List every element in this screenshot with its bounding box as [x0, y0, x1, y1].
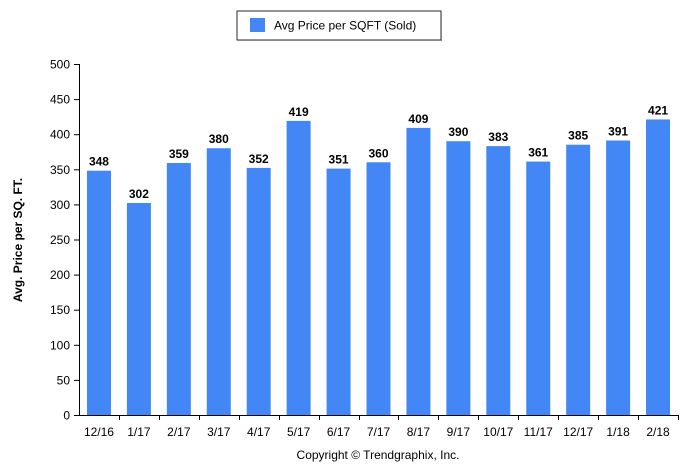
x-tick-label: 2/18	[646, 425, 670, 439]
bar	[606, 140, 631, 415]
bar-value-label: 348	[89, 155, 109, 169]
bar-value-label: 380	[209, 132, 229, 146]
bar-value-label: 409	[408, 112, 428, 126]
y-tick-label: 50	[57, 373, 71, 387]
x-tick-label: 1/18	[606, 425, 630, 439]
x-tick-label: 10/17	[483, 425, 513, 439]
bar	[206, 148, 231, 416]
y-tick-label: 300	[50, 198, 70, 212]
bar	[246, 167, 271, 415]
y-ticks: 0 50 100 150 200 250 300 350 400 450 500	[50, 58, 79, 423]
legend-box	[236, 10, 442, 41]
bar	[446, 141, 471, 415]
bar-value-label: 352	[249, 152, 269, 166]
y-axis-label: Avg. Price per SQ. FT.	[11, 178, 25, 302]
y-tick-label: 0	[63, 409, 70, 423]
x-tick-label: 8/17	[407, 425, 431, 439]
y-tick-label: 400	[50, 128, 70, 142]
y-tick-label: 500	[50, 58, 70, 72]
bar-value-label: 383	[488, 130, 508, 144]
y-tick-label: 350	[50, 163, 70, 177]
legend-label: Avg Price per SQFT (Sold)	[274, 19, 416, 33]
y-tick-label: 200	[50, 268, 70, 282]
bar-value-label: 391	[608, 125, 628, 139]
x-tick-label: 7/17	[367, 425, 391, 439]
x-tick-label: 2/17	[167, 425, 191, 439]
x-tick-label: 1/17	[127, 425, 151, 439]
bar-value-label: 419	[289, 105, 309, 119]
legend: Avg Price per SQFT (Sold)	[236, 10, 442, 41]
bar-value-label: 360	[368, 146, 388, 160]
bar-value-label: 385	[568, 129, 588, 143]
x-tick-label: 5/17	[287, 425, 311, 439]
x-tick-label: 12/16	[84, 425, 114, 439]
bar-value-label: 421	[648, 103, 668, 117]
bar-value-label: 302	[129, 187, 149, 201]
bar	[366, 162, 391, 415]
copyright-text: Copyright © Trendgraphix, Inc.	[297, 448, 460, 462]
bar-labels: 348 302 359 380 352 419 351 360 409 390 383 361 385 3…	[89, 103, 668, 201]
x-tick-label: 6/17	[327, 425, 351, 439]
x-tick-label: 11/17	[524, 425, 553, 439]
bar	[126, 202, 151, 415]
bar	[486, 146, 511, 415]
bar	[566, 144, 591, 416]
y-tick-label: 100	[50, 338, 70, 352]
x-tick-label: 4/17	[247, 425, 271, 439]
bar	[526, 161, 551, 415]
y-tick-label: 450	[50, 93, 70, 107]
bar	[286, 120, 311, 415]
bars	[86, 119, 671, 416]
x-tick-label: 9/17	[447, 425, 471, 439]
bar	[166, 162, 191, 415]
x-tick-label: 3/17	[207, 425, 231, 439]
bar-value-label: 351	[329, 153, 349, 167]
bar	[646, 119, 671, 415]
bar	[86, 170, 111, 415]
bar	[406, 127, 431, 415]
y-tick-label: 250	[50, 233, 70, 247]
legend-swatch	[250, 18, 265, 32]
bar-value-label: 361	[528, 146, 548, 160]
y-tick-label: 150	[50, 303, 70, 317]
bar	[326, 168, 351, 415]
x-ticks: 12/16 1/17 2/17 3/17 4/17 5/17 6/17 7/17 8/17 9/1…	[84, 415, 679, 439]
bar-value-label: 359	[169, 147, 189, 161]
bar-value-label: 390	[448, 125, 468, 139]
x-tick-label: 12/17	[563, 425, 593, 439]
